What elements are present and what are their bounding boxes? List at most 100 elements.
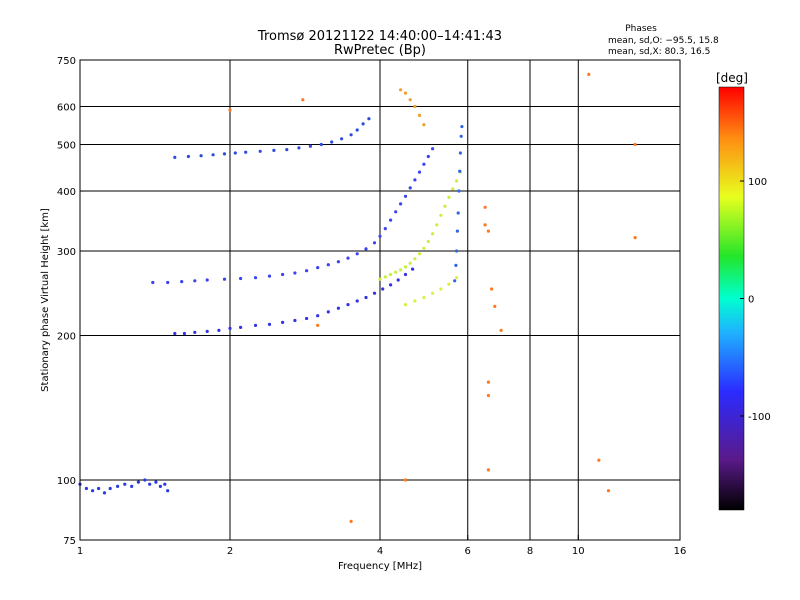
echo-point — [426, 239, 430, 244]
x-tick-label: 16 — [674, 546, 687, 557]
echo-point — [244, 150, 248, 154]
echo-point — [456, 211, 460, 215]
echo-point — [102, 491, 107, 495]
echo-point — [173, 155, 177, 159]
echo-point — [443, 204, 447, 208]
echo-point — [272, 148, 276, 152]
echo-point — [394, 210, 398, 214]
echo-point — [199, 154, 203, 158]
echo-point — [211, 153, 215, 157]
echo-point — [483, 205, 487, 209]
echo-point — [490, 287, 494, 291]
data-points — [78, 72, 637, 524]
echo-point — [458, 169, 462, 173]
x-tick-label: 10 — [572, 546, 585, 557]
echo-point — [316, 266, 320, 270]
echo-point — [399, 202, 403, 206]
echo-point — [417, 252, 422, 256]
colorbar-tick-label: 0 — [748, 295, 754, 306]
echo-point — [336, 260, 340, 264]
echo-point — [151, 280, 155, 285]
echo-point — [285, 148, 289, 152]
echo-point — [431, 232, 435, 236]
echo-point — [205, 278, 209, 282]
echo-point — [455, 179, 459, 183]
echo-point — [587, 72, 591, 76]
echo-point — [389, 283, 393, 287]
echo-point — [372, 291, 377, 295]
echo-point — [455, 249, 459, 253]
x-tick-label: 6 — [465, 546, 471, 557]
echo-point — [364, 247, 368, 251]
echo-point — [166, 489, 170, 493]
echo-point — [383, 227, 387, 231]
echo-point — [399, 268, 403, 272]
y-tick-label: 75 — [63, 536, 76, 547]
echo-point — [326, 310, 330, 314]
echo-point — [319, 142, 323, 147]
x-axis-label: Frequency [MHz] — [338, 561, 422, 572]
echo-point — [394, 270, 398, 274]
echo-point — [349, 133, 353, 137]
echo-point — [447, 282, 451, 286]
y-tick-label: 100 — [57, 476, 76, 487]
echo-point — [426, 154, 430, 159]
echo-point — [123, 482, 127, 486]
echo-point — [455, 276, 459, 280]
echo-point — [493, 304, 497, 308]
echo-point — [413, 299, 417, 303]
echo-point — [447, 195, 451, 199]
echo-point — [389, 272, 393, 277]
echo-point — [403, 478, 408, 482]
echo-point — [108, 486, 112, 491]
echo-point — [326, 263, 330, 267]
echo-point — [413, 257, 417, 261]
echo-point — [182, 331, 186, 336]
echo-point — [253, 323, 258, 327]
y-tick-label: 400 — [57, 187, 76, 198]
grid-lines — [80, 60, 680, 540]
echo-point — [389, 218, 393, 222]
echo-point — [396, 278, 400, 282]
echo-point — [340, 137, 344, 141]
echo-point — [308, 144, 312, 148]
echo-point — [378, 234, 382, 238]
echo-point — [330, 140, 334, 144]
chart-title: Tromsø 20121122 14:40:00–14:41:43 — [257, 29, 502, 44]
echo-point — [281, 320, 285, 324]
echo-point — [293, 271, 297, 275]
echo-point — [116, 484, 120, 488]
echo-point — [228, 108, 232, 112]
echo-point — [166, 280, 170, 285]
echo-point — [483, 223, 487, 227]
echo-point — [364, 295, 368, 300]
echo-point — [267, 274, 272, 278]
echo-point — [399, 88, 403, 92]
echo-point — [305, 269, 309, 273]
x-tick-label: 1 — [77, 546, 83, 557]
echo-point — [297, 146, 301, 150]
echo-point — [422, 162, 426, 166]
echo-point — [431, 291, 435, 295]
echo-point — [355, 128, 359, 132]
echo-point — [205, 329, 209, 333]
echo-point — [97, 486, 101, 491]
echo-point — [411, 267, 415, 271]
echo-point — [361, 122, 365, 126]
echo-point — [316, 323, 320, 327]
x-axis-ticks: 1 2 4 6 8 10 16 — [77, 535, 687, 557]
stats-x-mode: mean, sd,X: 80.3, 16.5 — [608, 47, 710, 57]
echo-point — [239, 325, 243, 329]
colorbar — [718, 86, 745, 511]
echo-point — [228, 326, 232, 330]
echo-point — [431, 147, 435, 151]
echo-point — [606, 489, 611, 493]
echo-point — [413, 178, 417, 182]
echo-point — [253, 276, 258, 280]
echo-point — [451, 187, 455, 191]
echo-point — [158, 484, 162, 488]
echo-point — [417, 170, 422, 174]
echo-point — [455, 229, 459, 233]
echo-point — [293, 318, 297, 323]
